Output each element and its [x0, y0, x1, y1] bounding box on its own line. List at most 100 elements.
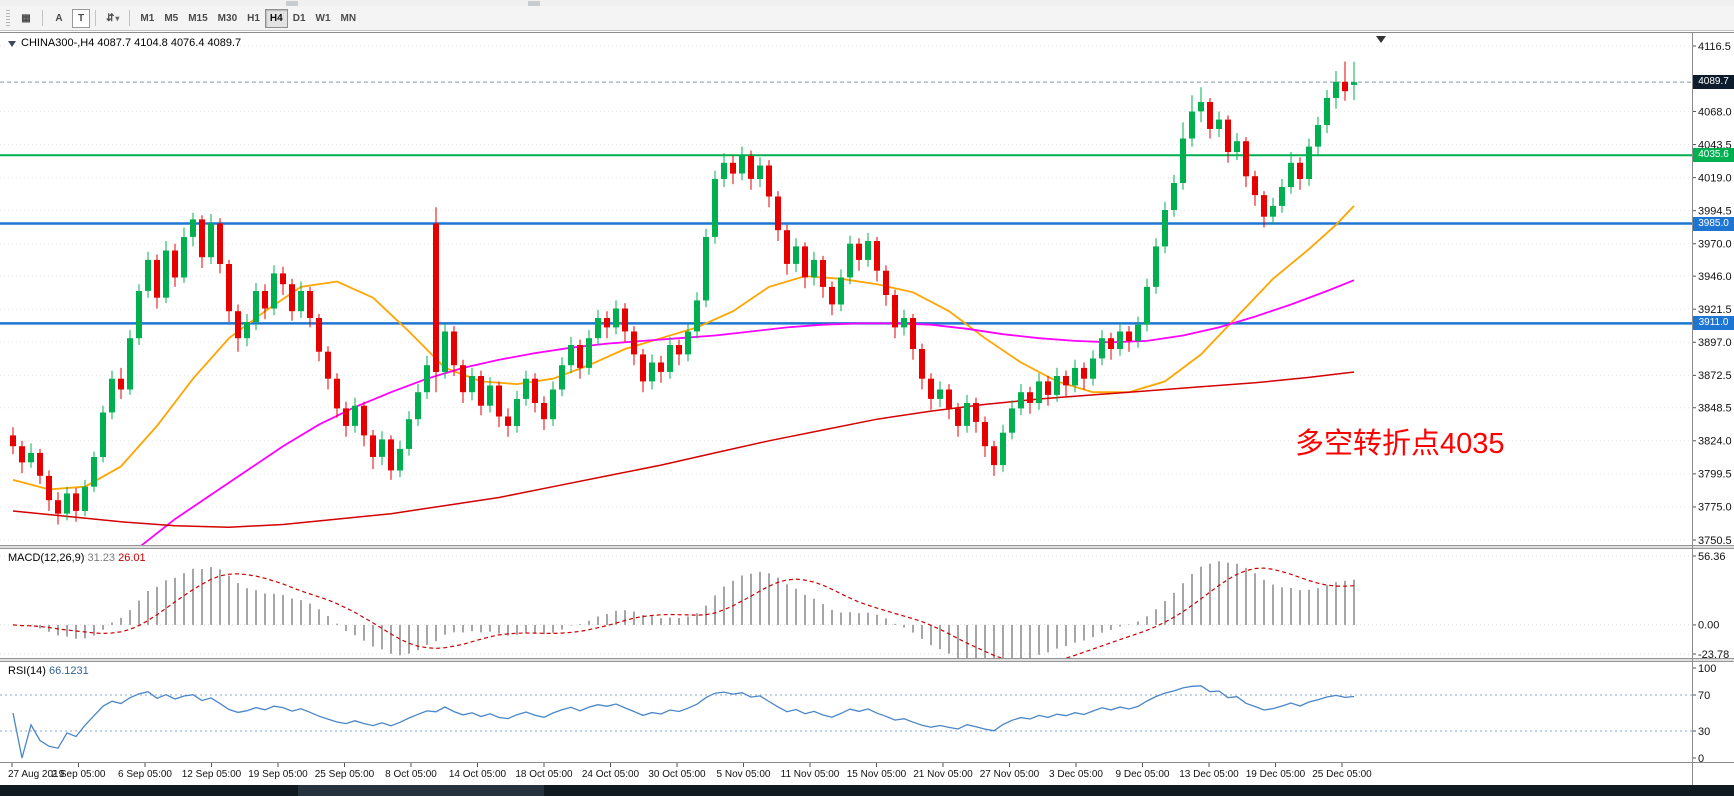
timeframe-button-d1[interactable]: D1: [288, 9, 311, 28]
candle-body: [874, 241, 880, 271]
candle-body: [1000, 432, 1006, 466]
time-tick-label: 27 Aug 2019: [8, 769, 65, 780]
candle-body: [883, 270, 889, 295]
price-tick-label: 4019.0: [1698, 172, 1732, 184]
toolbar-drag-handle[interactable]: [6, 10, 10, 26]
candle-body: [271, 273, 277, 309]
timeframe-button-mn[interactable]: MN: [336, 9, 362, 28]
candle-body: [253, 291, 259, 322]
candle-body: [1270, 205, 1276, 217]
candle-body: [1243, 141, 1249, 177]
candle-body: [928, 378, 934, 399]
timeframe-button-m30[interactable]: M30: [213, 9, 242, 28]
candle-body: [1180, 138, 1186, 183]
candle-body: [1126, 331, 1132, 341]
candle-body: [1036, 381, 1042, 403]
cycle-symbols-button[interactable]: ⇵▾: [101, 9, 124, 28]
price-tick-label: 3848.5: [1698, 403, 1732, 415]
candle-body: [919, 349, 925, 379]
taskbar-segment: [298, 785, 544, 796]
candle-body: [289, 284, 295, 312]
price-tick-label: 3970.0: [1698, 239, 1732, 251]
candle-body: [496, 385, 502, 417]
menubar-icon-fragment: [286, 1, 298, 6]
menubar-remnant: [0, 0, 1734, 6]
candle-body: [91, 457, 97, 487]
ma-slow-red: [12, 371, 1355, 528]
candle-body: [991, 446, 997, 466]
timeframe-button-h1[interactable]: H1: [242, 9, 265, 28]
candle-body: [1297, 162, 1303, 179]
time-tick-label: 2 Sep 05:00: [52, 769, 106, 780]
candle-body: [1117, 331, 1123, 349]
timeframe-button-w1[interactable]: W1: [311, 9, 336, 28]
font-tool-button[interactable]: A: [48, 9, 70, 28]
candle-body: [280, 273, 286, 285]
candle-body: [1252, 176, 1258, 196]
ma-mid-magenta: [140, 279, 1355, 545]
candle-body: [1324, 98, 1330, 125]
candle-body: [244, 322, 250, 339]
candle-body: [262, 291, 268, 309]
candle-body: [325, 351, 331, 379]
rsi-pane-splitter[interactable]: [0, 658, 1734, 662]
time-tick-label: 19 Dec 05:00: [1246, 769, 1306, 780]
candle-body: [973, 403, 979, 422]
candle-body: [55, 500, 61, 514]
time-tick-label: 24 Oct 05:00: [582, 769, 640, 780]
candle-body: [478, 376, 484, 406]
up-down-arrows-icon: ⇵: [106, 12, 115, 24]
candle-body: [1045, 381, 1051, 395]
timeframe-group: M1 M5 M15 M30 H1 H4 D1 W1 MN: [135, 8, 361, 28]
candle-body: [1315, 125, 1321, 147]
candle-body: [694, 300, 700, 332]
candle-body: [1198, 102, 1204, 112]
taskbar[interactable]: [0, 785, 1734, 796]
chart-pane-top-border: [0, 32, 1734, 33]
candle-body: [865, 241, 871, 260]
timeframe-button-m5[interactable]: M5: [159, 9, 183, 28]
candle-body: [766, 165, 772, 197]
chart-shift-marker[interactable]: [1376, 36, 1386, 43]
candle-body: [712, 178, 718, 237]
candle-body: [82, 486, 88, 511]
pivot-price-badge: 4035.6: [1693, 148, 1734, 162]
timeframe-button-h4[interactable]: H4: [264, 9, 288, 28]
candle-body: [1027, 392, 1033, 403]
candle-body: [1009, 408, 1015, 433]
candle-body: [73, 493, 79, 511]
one-click-trading-toggle[interactable]: [8, 41, 16, 47]
time-tick-label: 14 Oct 05:00: [449, 769, 507, 780]
toolbar-separator: [42, 10, 43, 26]
candle-body: [379, 439, 385, 457]
macd-pane-splitter[interactable]: [0, 545, 1734, 549]
candle-body: [685, 331, 691, 355]
candle-body: [46, 475, 52, 501]
candle-body: [298, 291, 304, 312]
timeframe-button-m1[interactable]: M1: [135, 9, 159, 28]
price-tick-label: 3946.0: [1698, 271, 1732, 283]
candle-body: [532, 378, 538, 403]
timeframe-button-m15[interactable]: M15: [183, 9, 212, 28]
candle-body: [1189, 111, 1195, 139]
level-price-badge-3911: 3911.0: [1693, 316, 1734, 330]
candle-body: [397, 448, 403, 471]
menubar-icon-fragment: [528, 1, 540, 6]
candle-body: [775, 196, 781, 231]
candle-body: [1171, 183, 1177, 210]
candle-body: [1153, 246, 1159, 287]
macd-name: MACD(12,26,9): [8, 552, 85, 564]
candle-body: [793, 246, 799, 264]
candle-body: [352, 405, 358, 426]
candle-body: [1090, 358, 1096, 379]
chart-window-icon[interactable]: ▦: [15, 9, 37, 28]
price-tick-label: 3872.5: [1698, 370, 1732, 382]
candle-body: [721, 162, 727, 179]
rsi-value: 66.1231: [48, 665, 89, 677]
rsi-tick-label: 70: [1698, 690, 1710, 702]
candle-body: [856, 243, 862, 260]
text-label-tool-button[interactable]: T: [72, 8, 90, 28]
candle-body: [154, 259, 160, 298]
candle-body: [127, 338, 133, 390]
